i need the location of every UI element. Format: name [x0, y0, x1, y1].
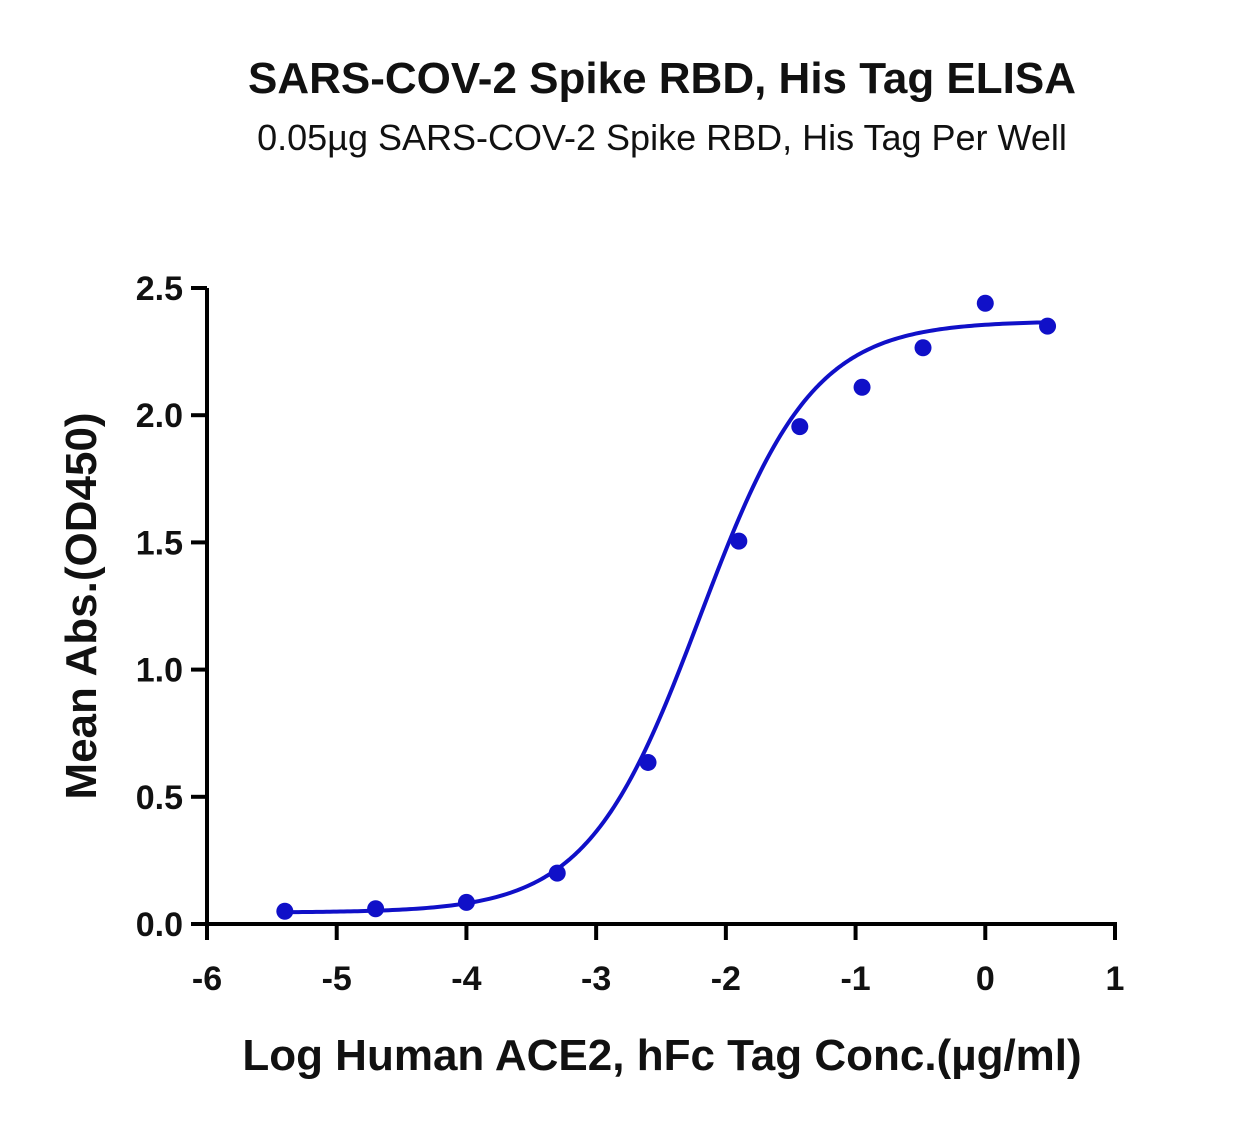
x-tick-label: -2 — [711, 960, 741, 998]
data-point — [276, 902, 294, 920]
y-tick-label: 0.0 — [136, 906, 183, 944]
data-point — [367, 900, 385, 918]
x-tick-label: -1 — [840, 960, 870, 998]
y-tick-label: 2.5 — [136, 270, 183, 308]
data-points-layer — [276, 294, 1057, 920]
data-point — [730, 532, 748, 550]
x-tick-label: -6 — [192, 960, 222, 998]
data-point — [639, 753, 657, 771]
x-tick-label: -3 — [581, 960, 611, 998]
x-axis-title: Log Human ACE2, hFc Tag Conc.(µg/ml) — [242, 1031, 1081, 1080]
y-tick-label: 1.0 — [136, 652, 183, 690]
data-point — [853, 378, 871, 396]
chart-title: SARS-COV-2 Spike RBD, His Tag ELISA — [248, 54, 1076, 103]
data-point — [1039, 317, 1057, 335]
x-tick-label: 0 — [976, 960, 995, 998]
y-tick-label: 1.5 — [136, 524, 183, 562]
y-tick-label: 0.5 — [136, 779, 183, 817]
data-point — [457, 893, 475, 911]
y-tick-label: 2.0 — [136, 397, 183, 435]
data-point — [791, 418, 809, 436]
y-axis-title: Mean Abs.(OD450) — [57, 412, 106, 799]
x-tick-label: -4 — [451, 960, 481, 998]
data-point — [548, 864, 566, 882]
data-point — [976, 294, 994, 312]
x-tick-label: -5 — [322, 960, 352, 998]
fit-curve — [284, 320, 1048, 915]
chart-subtitle: 0.05µg SARS-COV-2 Spike RBD, His Tag Per… — [257, 117, 1067, 158]
data-point — [914, 339, 932, 357]
axes: 0.0 0.5 1.0 1.5 2.0 2.5 -6 -5 -4 -3 -2 -1 0 1 — [136, 270, 1125, 998]
fit-curve-layer — [284, 320, 1048, 915]
x-tick-label: 1 — [1106, 960, 1125, 998]
